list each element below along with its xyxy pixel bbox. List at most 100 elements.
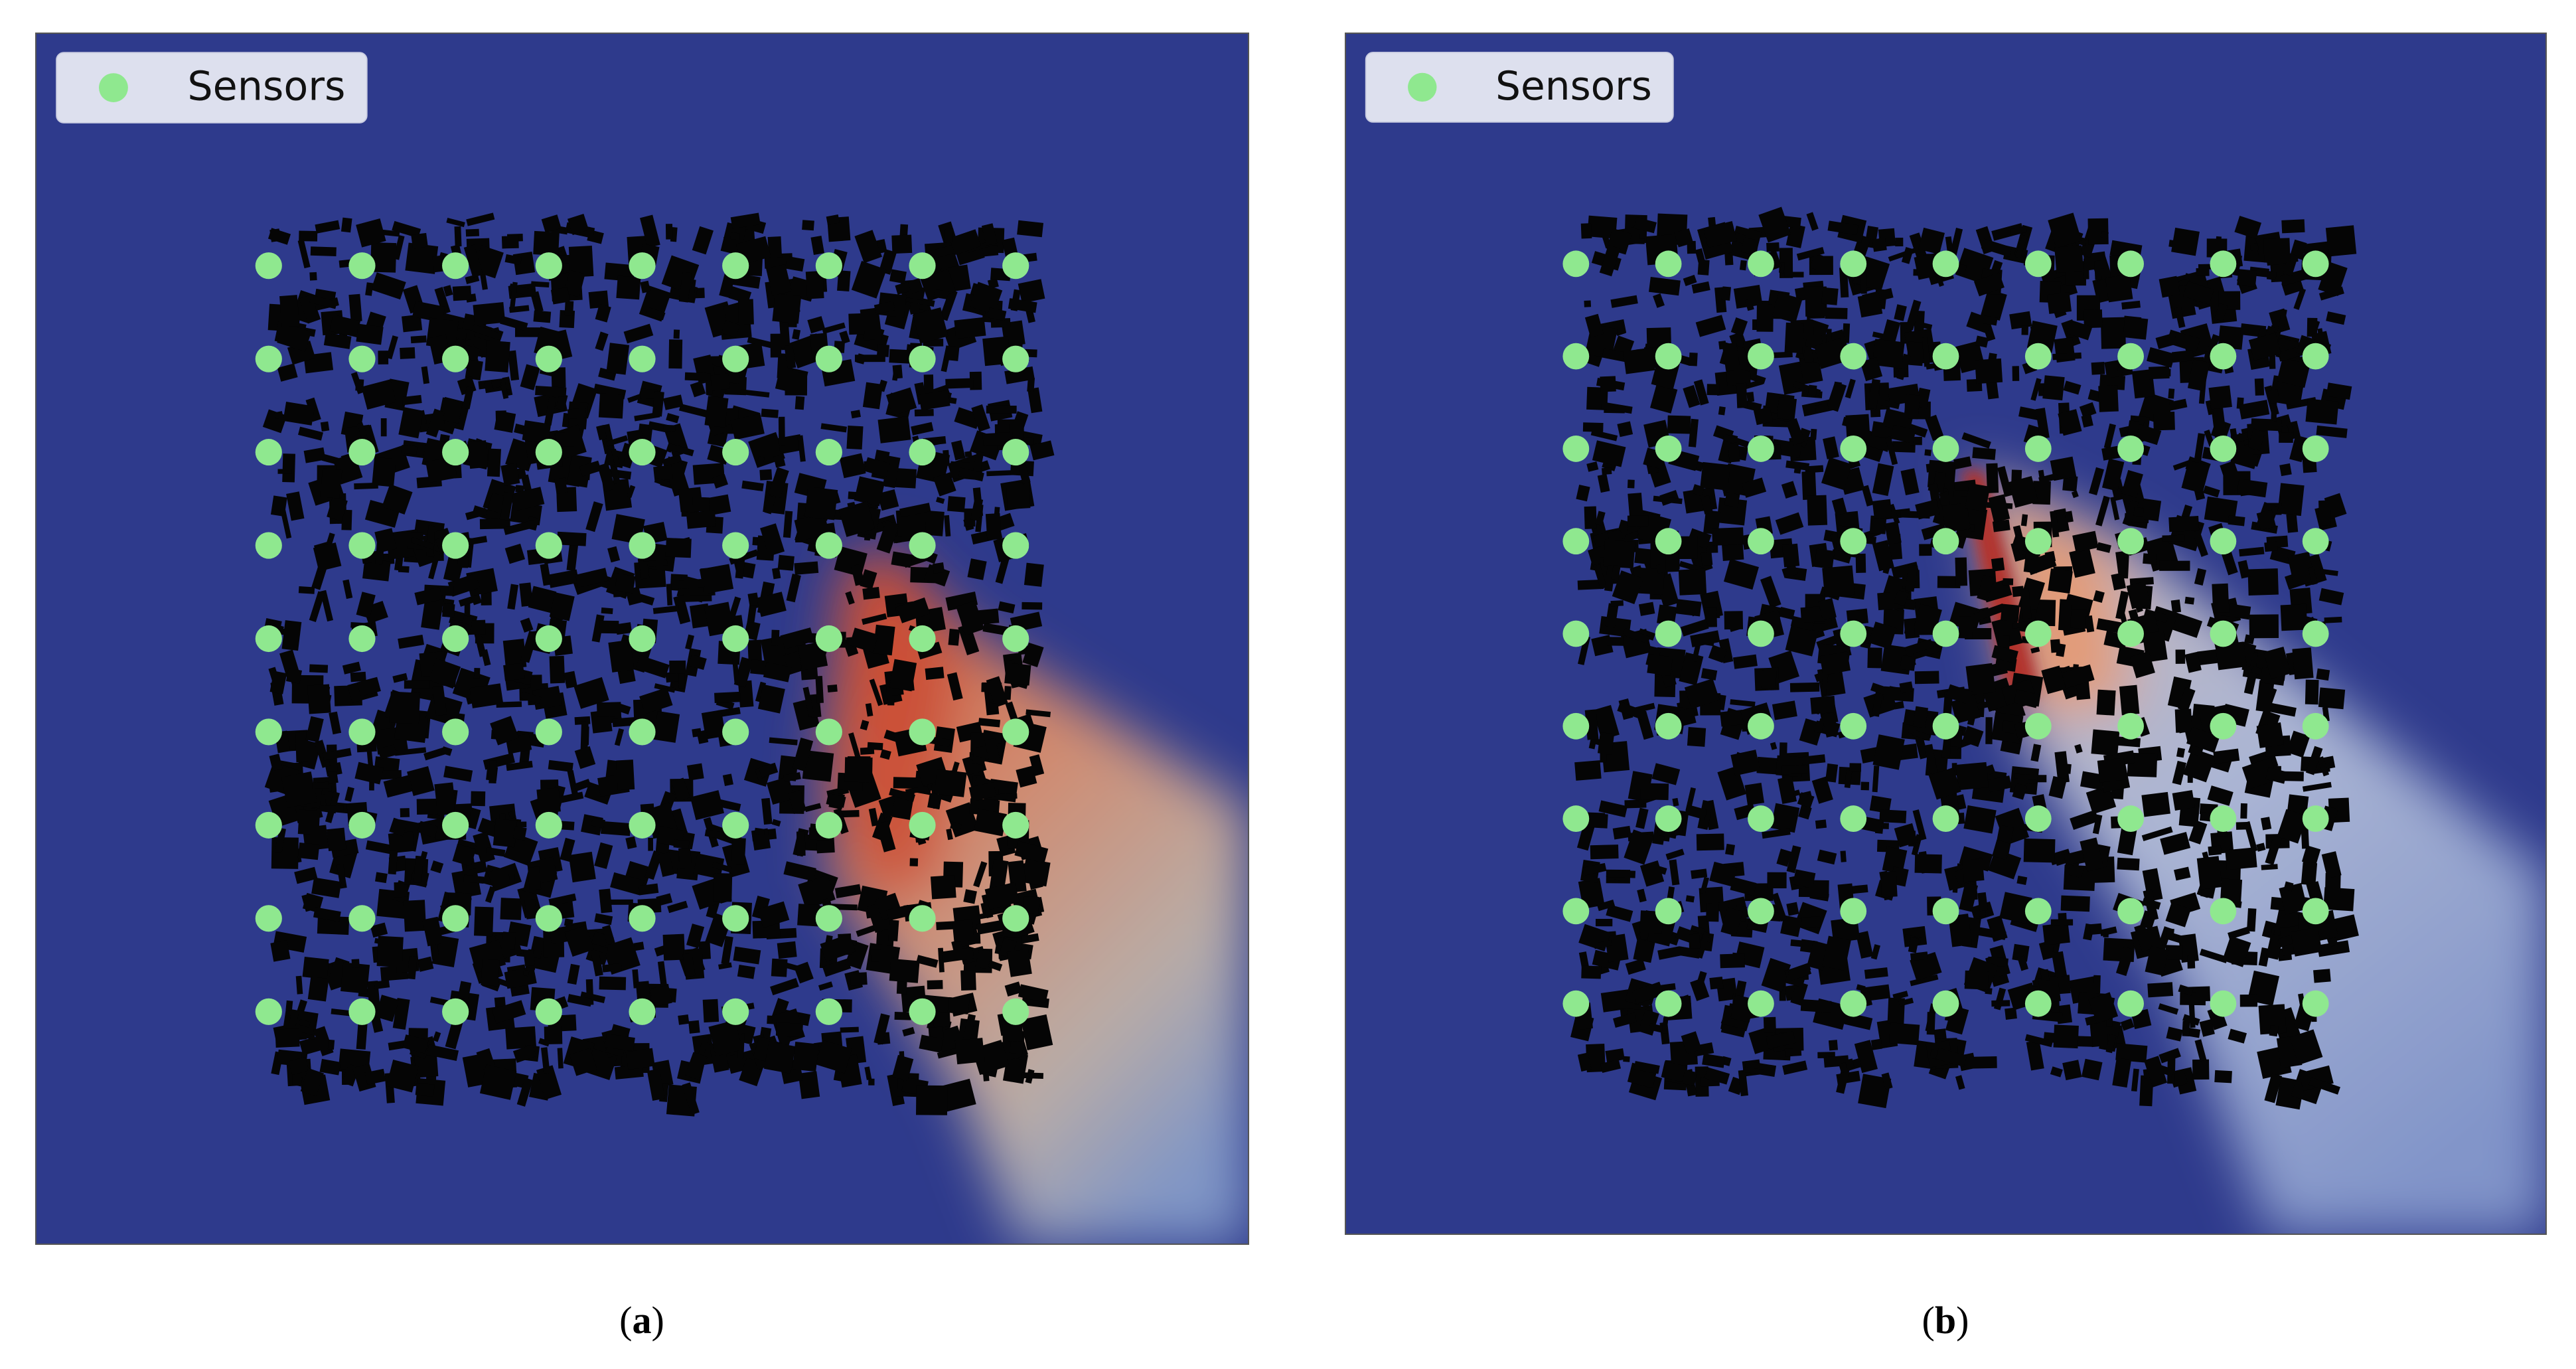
building: [1789, 682, 1820, 692]
building: [299, 294, 321, 324]
building: [686, 924, 705, 949]
building: [879, 249, 897, 275]
building: [2115, 551, 2127, 575]
building: [984, 738, 1000, 763]
building: [288, 1056, 309, 1076]
building: [374, 872, 388, 884]
building: [729, 549, 759, 565]
building: [2048, 212, 2082, 248]
building: [404, 680, 430, 689]
building: [1914, 854, 1942, 874]
building: [1700, 876, 1710, 894]
building: [602, 963, 622, 973]
building: [567, 769, 579, 796]
building: [285, 668, 303, 684]
building: [1005, 701, 1018, 721]
building: [2081, 1058, 2103, 1081]
building: [485, 886, 496, 904]
building: [981, 683, 990, 692]
building: [485, 846, 506, 857]
building: [466, 212, 495, 226]
building: [2089, 923, 2103, 935]
building: [889, 269, 907, 284]
sensor: [2210, 436, 2237, 462]
building: [988, 702, 996, 712]
sensor: [535, 252, 562, 280]
building: [445, 1016, 464, 1050]
building: [2143, 553, 2157, 565]
building: [1766, 1031, 1796, 1049]
building: [962, 1014, 976, 1042]
building: [989, 858, 1009, 892]
building: [434, 287, 451, 315]
building: [1785, 460, 1810, 471]
building: [1767, 872, 1787, 889]
building: [2186, 726, 2220, 754]
building: [533, 310, 552, 323]
sensor: [1562, 712, 1590, 740]
building: [635, 655, 670, 679]
sensor: [1748, 250, 1774, 278]
building: [383, 775, 413, 798]
building: [1674, 228, 1694, 248]
sensor: [1562, 898, 1590, 925]
building: [1872, 540, 1894, 572]
sensor: [2024, 805, 2052, 832]
building: [662, 933, 686, 961]
building: [402, 1034, 429, 1054]
sensor: [2024, 250, 2052, 278]
building: [1705, 606, 1717, 627]
sensor: [348, 998, 376, 1025]
building: [370, 242, 397, 273]
building: [562, 412, 570, 428]
sensor: [2024, 436, 2052, 462]
building: [784, 345, 796, 369]
building: [756, 455, 765, 466]
sensor: [1655, 250, 1682, 278]
building: [2239, 546, 2265, 557]
building: [1635, 807, 1649, 829]
building: [2215, 641, 2247, 671]
building: [1744, 783, 1765, 805]
building: [2264, 541, 2278, 552]
building: [2063, 380, 2082, 395]
sensor: [1840, 620, 1867, 647]
building: [1784, 272, 1804, 278]
building: [407, 765, 435, 796]
building: [797, 435, 806, 462]
building: [2305, 398, 2339, 425]
building: [2237, 478, 2268, 498]
building: [2003, 578, 2014, 586]
building: [978, 718, 1001, 728]
sensor: [909, 905, 936, 932]
building: [1778, 776, 1797, 805]
sensor: [629, 625, 656, 653]
building: [730, 212, 761, 229]
sensor: [2024, 620, 2052, 647]
building: [280, 508, 292, 539]
building: [1018, 984, 1049, 1003]
building: [597, 463, 616, 492]
sensor: [2210, 620, 2237, 647]
sensor: [1562, 528, 1590, 555]
building: [1856, 931, 1874, 959]
sensor: [535, 345, 562, 372]
building: [2097, 758, 2127, 783]
building: [1625, 958, 1646, 975]
building: [1992, 519, 2010, 532]
building: [1894, 590, 1909, 607]
building: [394, 747, 427, 756]
building: [548, 760, 573, 773]
building: [1924, 449, 1932, 456]
building: [792, 1042, 819, 1072]
building: [1022, 1072, 1044, 1079]
building: [889, 787, 915, 802]
building: [1688, 418, 1699, 447]
building: [701, 710, 726, 740]
building: [862, 613, 887, 625]
building: [544, 1026, 563, 1045]
building: [1872, 734, 1905, 770]
building: [491, 1000, 526, 1024]
sensor: [629, 811, 656, 839]
building: [501, 236, 519, 249]
